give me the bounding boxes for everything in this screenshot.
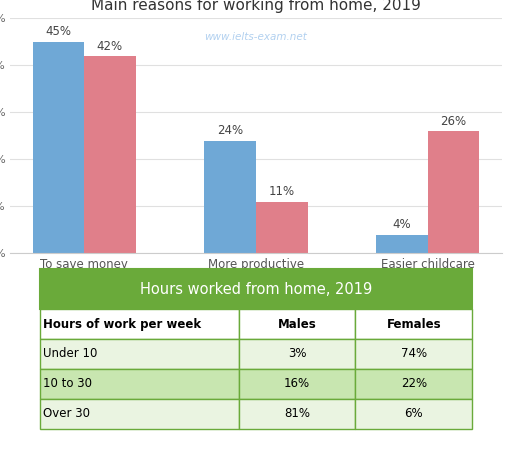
Bar xyxy=(84,56,136,253)
Text: Males: Males xyxy=(278,318,316,331)
Text: 74%: 74% xyxy=(401,347,427,360)
Bar xyxy=(40,339,239,369)
Bar xyxy=(40,309,239,339)
Bar xyxy=(376,235,428,253)
Bar xyxy=(355,399,472,429)
Bar xyxy=(239,399,355,429)
Bar xyxy=(33,42,84,253)
Bar xyxy=(239,369,355,399)
Bar xyxy=(239,309,355,339)
Text: 81%: 81% xyxy=(284,407,310,420)
Bar xyxy=(239,339,355,369)
Text: 6%: 6% xyxy=(404,407,423,420)
Text: Over 30: Over 30 xyxy=(43,407,90,420)
Text: 26%: 26% xyxy=(441,115,467,128)
Text: 16%: 16% xyxy=(284,377,310,390)
Bar xyxy=(40,399,239,429)
Text: www.ielts-exam.net: www.ielts-exam.net xyxy=(205,32,307,42)
Bar xyxy=(204,141,256,253)
Legend: Males, Females: Males, Females xyxy=(184,301,328,323)
Bar xyxy=(40,269,472,309)
Text: 10 to 30: 10 to 30 xyxy=(43,377,92,390)
Bar xyxy=(40,369,239,399)
Text: 3%: 3% xyxy=(288,347,306,360)
Text: 42%: 42% xyxy=(97,39,123,53)
Text: Females: Females xyxy=(387,318,441,331)
Text: Hours worked from home, 2019: Hours worked from home, 2019 xyxy=(140,282,372,297)
Text: Under 10: Under 10 xyxy=(43,347,98,360)
Bar xyxy=(355,369,472,399)
Bar xyxy=(355,309,472,339)
Bar xyxy=(256,202,308,253)
Text: Hours of work per week: Hours of work per week xyxy=(43,318,201,331)
Text: 4%: 4% xyxy=(393,218,412,232)
Bar xyxy=(355,339,472,369)
Bar xyxy=(428,131,479,253)
Text: 45%: 45% xyxy=(46,25,71,39)
Text: 22%: 22% xyxy=(401,377,427,390)
Title: Main reasons for working from home, 2019: Main reasons for working from home, 2019 xyxy=(91,0,421,13)
Text: 24%: 24% xyxy=(217,124,243,137)
Text: 11%: 11% xyxy=(269,185,295,198)
